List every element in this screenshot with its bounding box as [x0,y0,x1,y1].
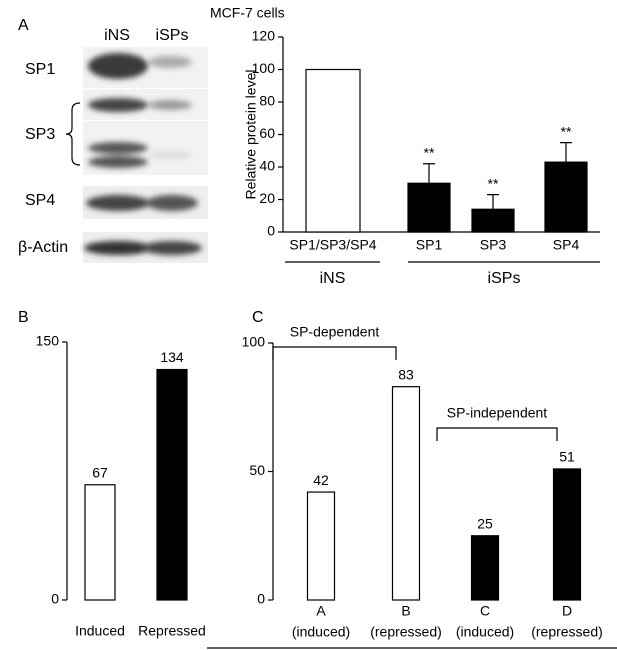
significance: ** [561,123,572,139]
error-bar [487,194,499,210]
y-tick-label: 100 [242,334,266,350]
bracket-label: SP-independent [447,405,548,421]
y-tick-label: 150 [36,333,60,349]
y-tick-label: 60 [259,125,275,141]
error-bar [560,142,572,163]
significance: ** [488,175,499,191]
panel-label: B [18,309,29,326]
x-tick-label: B [401,603,410,619]
bar [552,468,582,601]
x-tick-sublabel: (induced) [456,624,514,640]
blot-row: SP1 [25,61,55,78]
bracket [436,427,558,441]
bar [544,161,588,233]
x-tick-sublabel: (repressed) [370,624,442,640]
x-tick-sublabel: (repressed) [531,624,603,640]
x-tick-label: SP4 [553,237,580,253]
bracket-label: SP-dependent [290,324,380,340]
bracket [272,346,397,360]
x-tick-label: SP3 [480,237,507,253]
blot-row: β-Actin [18,239,68,256]
x-tick-label: Repressed [138,623,206,639]
blot-column: iSPs [156,27,189,44]
x-tick-label: A [316,603,326,619]
blot-row: SP3 [25,126,55,143]
y-tick-label: 80 [259,93,275,109]
y-tick-label: 120 [252,28,276,44]
value-label: 83 [398,366,414,382]
x-tick-label: D [562,603,572,619]
y-tick-label: 0 [267,223,275,239]
value-label: 51 [559,449,575,465]
x-tick-label: C [480,603,490,619]
panel-label: A [18,17,29,34]
significance: ** [424,144,435,160]
x-tick-label: SP1/SP3/SP4 [289,237,376,253]
bar [470,535,500,601]
y-tick-label: 0 [51,591,59,607]
group-label: iSPs [488,270,521,287]
y-axis-label: Relative protein level [243,70,259,200]
value-label: 42 [313,472,329,488]
panel-label: C [252,309,264,326]
bar [306,491,336,601]
bar [471,208,515,233]
y-tick-label: 20 [259,190,275,206]
value-label: 134 [160,349,184,365]
x-tick-sublabel: (induced) [292,624,350,640]
x-tick-label: Induced [75,623,125,639]
blot-column: iNS [104,27,130,44]
blot-row: SP4 [25,192,55,209]
chart-title: MCF-7 cells [210,5,285,21]
error-bar [423,163,435,184]
y-tick-label: 40 [259,158,275,174]
bar [84,484,116,601]
blot-image [65,47,208,263]
bar [407,182,451,233]
value-label: 67 [92,464,108,480]
y-tick-label: 50 [249,462,265,478]
x-tick-label: SP1 [416,237,443,253]
bar [305,68,361,233]
bar [391,386,421,601]
bar [156,368,188,601]
group-label: iNS [320,270,346,287]
value-label: 25 [477,515,493,531]
y-tick-label: 0 [257,591,265,607]
y-tick-label: 100 [252,60,276,76]
